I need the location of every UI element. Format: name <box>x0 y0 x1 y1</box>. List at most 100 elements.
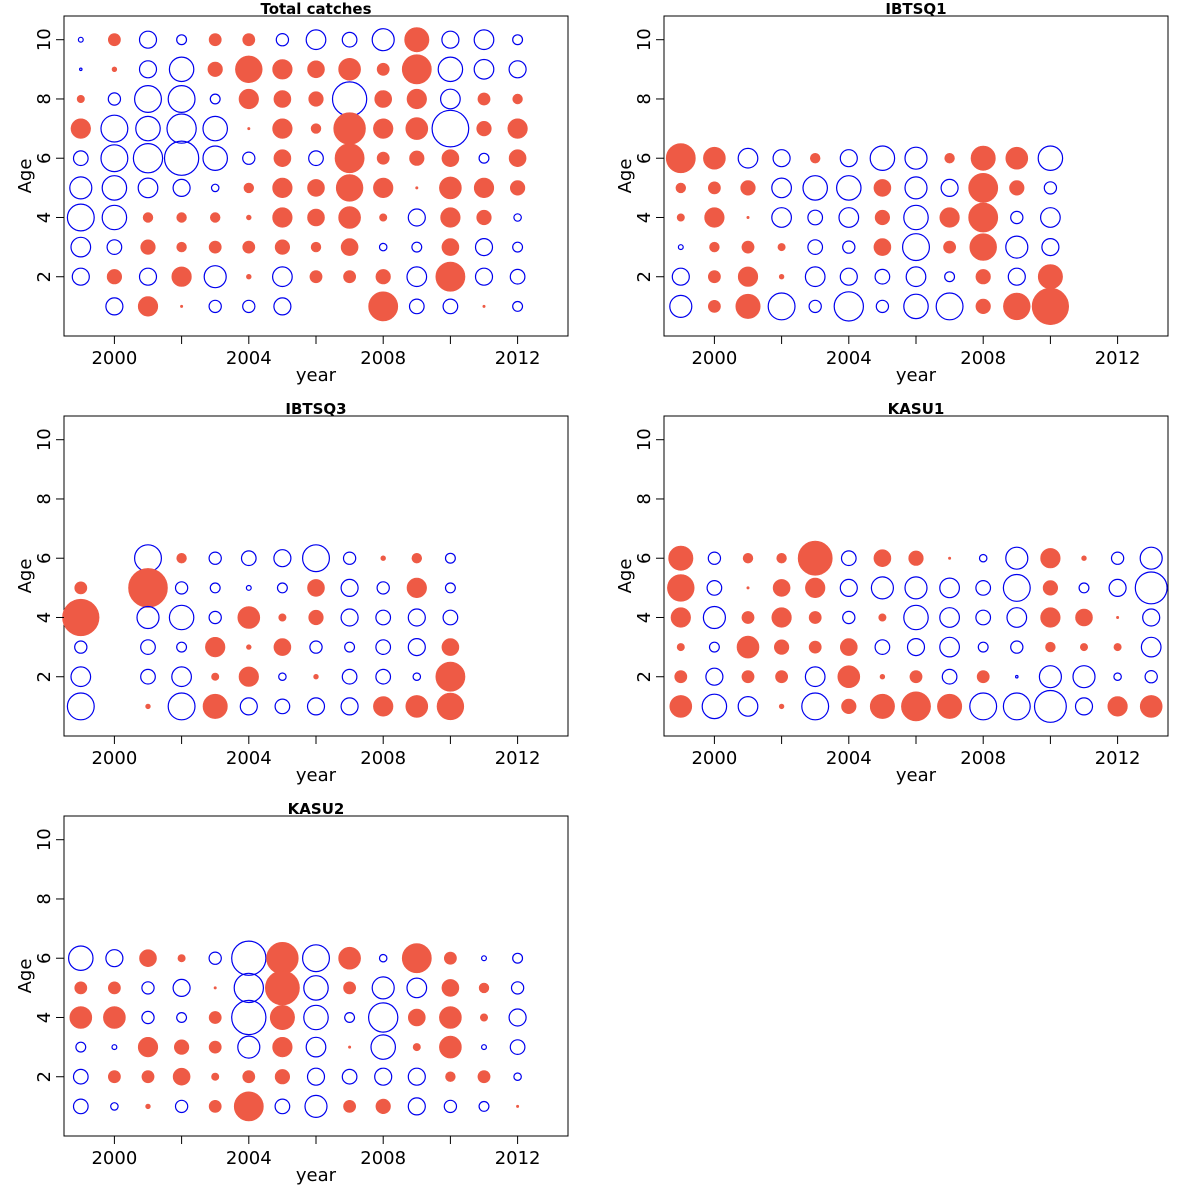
bubble-negative <box>340 578 359 598</box>
bubble-negative <box>1037 145 1064 171</box>
bubble-positive <box>1045 641 1056 653</box>
bubble-layer <box>665 143 1069 326</box>
bubble-negative <box>239 697 258 716</box>
bubble-negative <box>305 1036 327 1058</box>
bubble-positive <box>943 240 956 254</box>
y-tick-label: 10 <box>34 428 55 451</box>
bubble-negative <box>331 81 368 117</box>
bubble-positive <box>308 91 324 107</box>
bubble-negative <box>1144 670 1158 684</box>
bubble-positive <box>909 670 923 684</box>
bubble-positive <box>741 240 755 254</box>
bubble-negative <box>481 955 488 962</box>
bubble-positive <box>507 118 528 139</box>
x-tick-label: 2000 <box>91 348 137 369</box>
bubble-positive <box>406 577 427 599</box>
bubble-positive <box>208 240 222 254</box>
bubble-negative <box>903 293 929 320</box>
bubble-negative <box>371 976 395 1000</box>
bubble-negative <box>1033 689 1067 723</box>
bubble-negative <box>375 668 392 685</box>
x-tick-label: 2004 <box>226 748 272 769</box>
y-tick-label: 10 <box>34 828 55 851</box>
panel-title: KASU2 <box>288 800 345 818</box>
bubble-positive <box>746 586 750 590</box>
bubble-positive <box>246 644 252 650</box>
bubble-positive <box>373 177 394 198</box>
y-axis-label: Age <box>15 159 36 194</box>
x-tick-label: 2000 <box>691 748 737 769</box>
bubble-layer <box>66 27 528 322</box>
bubble-positive <box>313 673 319 680</box>
bubble-negative <box>874 268 891 285</box>
bubble-negative <box>378 953 388 963</box>
bubble-negative <box>975 609 992 626</box>
bubble-positive <box>516 1104 520 1108</box>
bubble-positive <box>211 1072 220 1081</box>
bubble-positive <box>307 208 325 227</box>
bubble-positive <box>667 574 695 602</box>
bubble-positive <box>1040 607 1061 628</box>
bubble-negative <box>341 1068 358 1085</box>
bubble-negative <box>906 637 926 657</box>
bubble-positive <box>333 112 366 145</box>
bubble-positive <box>1037 264 1063 290</box>
bubble-positive <box>735 293 761 319</box>
bubble-positive <box>177 954 186 963</box>
axes-layer: 2000 2004 2008 2012 2 4 6 8 10 <box>34 828 541 1169</box>
bubble-positive <box>172 1067 191 1086</box>
bubble-positive <box>1081 555 1087 561</box>
bubble-positive <box>70 118 91 139</box>
bubble-positive <box>869 693 895 719</box>
bubble-negative <box>513 213 522 222</box>
bubble-positive <box>873 549 892 568</box>
bubble-negative <box>72 150 89 167</box>
bubble-negative <box>342 551 357 565</box>
bubble-positive <box>141 1070 155 1084</box>
bubble-negative <box>71 267 90 286</box>
bubble-positive <box>874 209 891 226</box>
bubble-positive <box>69 1006 93 1029</box>
bubble-positive <box>775 670 788 684</box>
x-tick-label: 2000 <box>91 1148 137 1169</box>
bubble-negative <box>72 1098 89 1115</box>
bubble-negative <box>840 550 857 567</box>
bubble-negative <box>176 1011 188 1023</box>
y-tick-label: 10 <box>34 28 55 51</box>
bubble-negative <box>975 580 992 596</box>
bubble-positive <box>436 692 465 721</box>
bubble-positive <box>375 269 391 285</box>
bubble-negative <box>407 1067 426 1086</box>
bubble-negative <box>1110 551 1125 565</box>
bubble-negative <box>273 297 292 316</box>
bubble-positive <box>137 296 159 317</box>
bubble-positive <box>704 207 725 228</box>
y-tick-label: 8 <box>634 493 655 504</box>
bubble-positive <box>379 213 388 222</box>
bubble-negative <box>167 692 196 721</box>
bubble-positive <box>174 1039 190 1055</box>
bubble-negative <box>135 115 161 142</box>
bubble-negative <box>1108 578 1127 598</box>
bubble-negative <box>904 576 928 600</box>
bubble-positive <box>1075 608 1093 627</box>
bubble-positive <box>338 58 361 81</box>
bubble-positive <box>809 153 821 164</box>
bubble-positive <box>805 577 826 599</box>
bubble-positive <box>509 180 526 196</box>
bubble-negative <box>904 176 928 200</box>
bubble-positive <box>272 177 293 198</box>
bubble-negative <box>904 146 928 170</box>
bubble-positive <box>969 233 997 261</box>
bubble-negative <box>441 30 460 49</box>
bubble-positive <box>338 946 361 970</box>
bubble-positive <box>208 1040 222 1054</box>
bubble-layer <box>68 940 527 1122</box>
panel-kasu2: KASU2 2000 2004 2008 2012 2 4 6 8 10 year Age <box>15 800 569 1186</box>
bubble-positive <box>777 243 786 252</box>
y-tick-label: 8 <box>34 93 55 104</box>
bubble-negative <box>905 266 927 288</box>
y-tick-label: 4 <box>34 212 55 223</box>
panel-title: IBTSQ3 <box>285 400 346 418</box>
